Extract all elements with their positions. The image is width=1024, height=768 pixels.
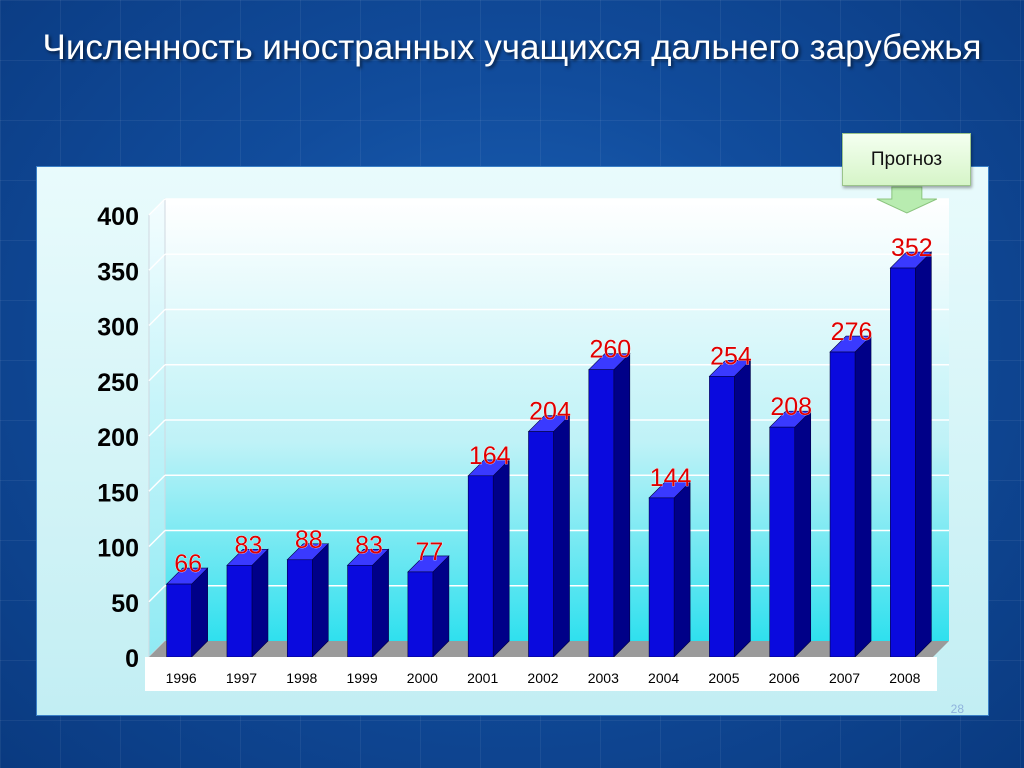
data-label: 276 <box>831 318 873 346</box>
x-tick-label: 2003 <box>588 670 619 686</box>
x-tick-label: 2008 <box>889 670 920 686</box>
x-tick-label: 2002 <box>527 670 558 686</box>
bar-2007 <box>829 351 856 658</box>
bar-1997 <box>226 564 253 658</box>
y-tick-label: 50 <box>111 590 139 618</box>
x-tick-label: 1999 <box>346 670 377 686</box>
x-tick-label: 2000 <box>407 670 438 686</box>
x-tick-label: 1997 <box>226 670 257 686</box>
bar-side-2002 <box>553 414 570 658</box>
gridline-side <box>148 585 166 603</box>
y-tick-label: 400 <box>97 203 139 231</box>
y-tick-label: 0 <box>125 645 139 673</box>
gridline-side <box>148 529 166 548</box>
bar-side-2001 <box>492 459 510 658</box>
gridline-side <box>148 198 166 216</box>
y-tick-label: 150 <box>97 479 139 507</box>
data-label: 88 <box>295 526 323 554</box>
slide-number: 28 <box>950 702 964 716</box>
bar-2003 <box>588 369 615 658</box>
data-label: 83 <box>235 531 263 559</box>
x-tick-label: 2005 <box>708 670 739 686</box>
gridline-side <box>148 364 166 382</box>
gridline-side <box>148 419 166 437</box>
bar-2006 <box>769 426 796 658</box>
bar-side-2000 <box>432 555 450 658</box>
bar-side-2003 <box>613 352 631 658</box>
bar-2001 <box>467 475 494 658</box>
x-tick-label: 2004 <box>648 670 679 686</box>
bar-2002 <box>528 431 554 658</box>
bar-1998 <box>286 559 313 658</box>
bar-1999 <box>347 564 373 658</box>
bar-side-1998 <box>311 543 329 658</box>
forecast-label: Прогноз <box>870 148 943 170</box>
gridline-side <box>148 474 166 492</box>
x-tick-label: 2006 <box>769 670 800 686</box>
y-tick-label: 250 <box>97 369 139 397</box>
bar-2004 <box>648 497 675 658</box>
data-label: 164 <box>469 442 511 470</box>
bar-side-2004 <box>673 481 691 658</box>
gridline-side <box>148 308 166 327</box>
data-label: 204 <box>529 398 571 426</box>
gridline-side <box>148 253 166 271</box>
y-tick-label: 100 <box>97 535 139 563</box>
data-label: 208 <box>770 393 812 421</box>
y-tick-label: 200 <box>97 424 139 452</box>
bar-2000 <box>407 571 434 658</box>
bar-1996 <box>166 583 192 658</box>
data-label: 260 <box>589 336 631 364</box>
category-band <box>145 657 937 691</box>
x-tick-label: 2007 <box>829 670 860 686</box>
bar-side-2006 <box>794 410 812 658</box>
bar-side-2008 <box>915 251 932 658</box>
data-label: 83 <box>355 531 383 559</box>
data-label: 254 <box>710 342 752 370</box>
bar-2005 <box>709 376 735 658</box>
data-label: 66 <box>174 550 202 578</box>
bar-2008 <box>890 267 916 658</box>
slide-title: Численность иностранных учащихся дальнег… <box>42 28 982 67</box>
y-tick-label: 350 <box>97 258 139 286</box>
data-label: 352 <box>891 234 933 262</box>
y-tick-label: 300 <box>97 314 139 342</box>
x-tick-label: 1996 <box>166 670 197 686</box>
forecast-arrow <box>876 186 938 214</box>
bar-side-1997 <box>251 548 269 658</box>
forecast-callout: Прогноз <box>842 133 971 186</box>
bar-side-2005 <box>734 359 751 658</box>
chart-frame: 0 50 100 150 200 250 300 350 400 1996 1997 1998 1999… <box>36 166 989 716</box>
x-tick-label: 1998 <box>286 670 317 686</box>
bar-side-2007 <box>854 335 872 658</box>
data-label: 144 <box>650 464 692 492</box>
data-label: 77 <box>415 538 443 566</box>
x-tick-label: 2001 <box>467 670 498 686</box>
bar-side-1999 <box>372 548 389 658</box>
bar-chart: 0 50 100 150 200 250 300 350 400 1996 1997 1998 1999… <box>37 167 988 715</box>
